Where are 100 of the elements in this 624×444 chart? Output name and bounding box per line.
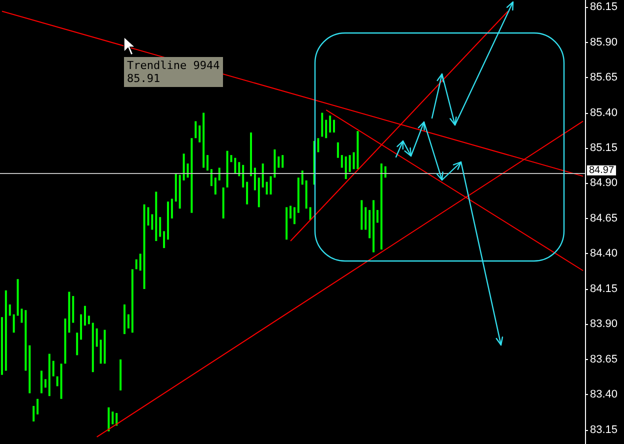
bar bbox=[301, 170, 304, 185]
bar bbox=[198, 125, 201, 142]
bar bbox=[44, 379, 46, 388]
y-tick-label: 85.65 bbox=[590, 72, 618, 84]
bar bbox=[80, 314, 82, 340]
annotation: Trendline 9944 bbox=[127, 59, 220, 72]
bar bbox=[210, 169, 212, 186]
bar bbox=[24, 310, 27, 371]
bar bbox=[234, 158, 236, 174]
bar bbox=[329, 116, 332, 132]
ref-line-label: 84.97 bbox=[589, 164, 614, 176]
bar bbox=[262, 164, 264, 188]
bar bbox=[178, 174, 181, 209]
y-tick-label: 84.15 bbox=[590, 282, 618, 295]
y-tick-label: 84.40 bbox=[590, 248, 618, 260]
bar bbox=[48, 354, 50, 396]
bar bbox=[104, 330, 106, 364]
bar bbox=[52, 360, 54, 376]
bar bbox=[124, 304, 126, 334]
bar bbox=[174, 173, 177, 202]
bar bbox=[127, 314, 130, 328]
y-tick-label: 85.15 bbox=[590, 142, 618, 154]
bar bbox=[286, 207, 288, 240]
bar bbox=[194, 121, 197, 138]
bar bbox=[28, 345, 31, 394]
bar bbox=[36, 398, 39, 414]
bar bbox=[112, 412, 114, 424]
bar bbox=[56, 376, 58, 386]
bar bbox=[76, 332, 78, 356]
bar bbox=[360, 200, 363, 230]
bar bbox=[325, 120, 328, 138]
y-tick-label: 84.65 bbox=[590, 212, 618, 224]
bar bbox=[242, 164, 244, 188]
bar bbox=[92, 322, 94, 372]
bar bbox=[376, 210, 378, 223]
y-tick-label: 86.15 bbox=[590, 1, 618, 14]
bar bbox=[202, 112, 205, 168]
bar bbox=[214, 178, 216, 195]
bar bbox=[155, 192, 158, 242]
bar bbox=[321, 112, 324, 137]
bar bbox=[131, 269, 134, 333]
y-tick-label: 84.90 bbox=[590, 177, 618, 190]
bar bbox=[278, 156, 280, 168]
bar bbox=[222, 187, 224, 218]
bar bbox=[163, 231, 166, 248]
bar bbox=[340, 155, 343, 168]
bar bbox=[64, 318, 66, 364]
y-tick-label: 85.40 bbox=[590, 106, 618, 119]
bar bbox=[159, 217, 162, 237]
bar bbox=[226, 150, 228, 188]
bar bbox=[32, 406, 35, 422]
bar bbox=[344, 156, 347, 180]
bar bbox=[12, 314, 15, 333]
bar bbox=[364, 207, 367, 230]
bar bbox=[266, 182, 268, 195]
y-tick-label: 83.65 bbox=[590, 353, 618, 366]
bar bbox=[206, 155, 209, 171]
bar bbox=[84, 306, 86, 326]
bar bbox=[40, 370, 43, 394]
bar bbox=[290, 206, 292, 218]
bar bbox=[238, 162, 240, 176]
bar bbox=[250, 132, 252, 176]
bar bbox=[254, 168, 256, 190]
bar bbox=[120, 359, 122, 390]
bar bbox=[182, 154, 185, 180]
bar bbox=[297, 178, 300, 213]
y-tick-label: 83.15 bbox=[590, 424, 618, 436]
bar bbox=[258, 178, 260, 208]
y-tick-label: 83.90 bbox=[590, 318, 618, 330]
bar bbox=[380, 164, 382, 250]
bar bbox=[88, 316, 90, 324]
bar bbox=[4, 290, 7, 371]
bar bbox=[218, 168, 220, 180]
bar bbox=[190, 138, 193, 213]
bar bbox=[309, 207, 312, 220]
bar bbox=[348, 155, 351, 172]
bar bbox=[139, 254, 142, 271]
bar bbox=[246, 182, 248, 204]
bar bbox=[368, 210, 371, 238]
bar bbox=[305, 180, 308, 209]
annotation: 85.91 bbox=[127, 72, 162, 85]
bar bbox=[72, 296, 74, 323]
bar bbox=[166, 202, 169, 240]
bar bbox=[317, 138, 320, 152]
bar bbox=[135, 259, 138, 270]
bar bbox=[8, 304, 11, 316]
bar bbox=[60, 364, 62, 399]
bar bbox=[68, 292, 70, 333]
bar bbox=[372, 200, 375, 252]
bar bbox=[96, 328, 98, 347]
y-tick-label: 85.90 bbox=[590, 36, 618, 48]
bar bbox=[0, 317, 3, 375]
bar bbox=[151, 214, 154, 230]
bar bbox=[293, 207, 296, 224]
bar bbox=[108, 407, 110, 432]
y-tick-label: 83.40 bbox=[590, 388, 618, 401]
bar bbox=[143, 204, 146, 289]
bar bbox=[170, 198, 173, 218]
bar bbox=[282, 155, 284, 168]
bar bbox=[336, 142, 339, 158]
